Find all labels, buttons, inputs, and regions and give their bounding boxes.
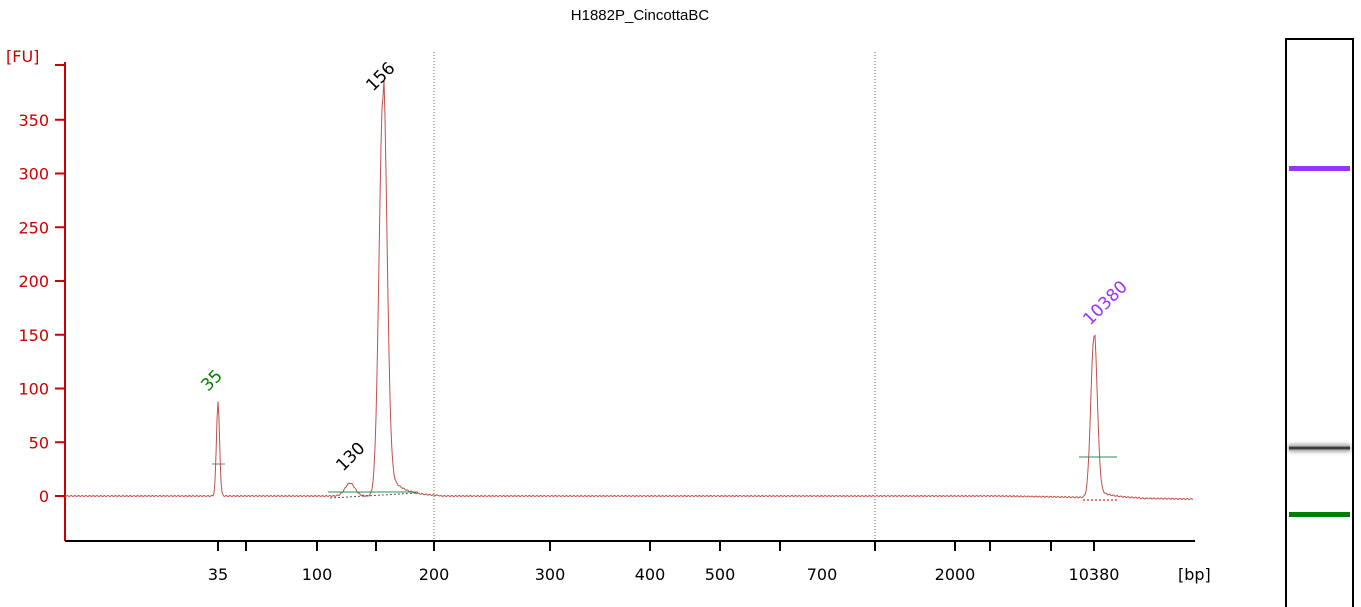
peak-label: 130 bbox=[332, 438, 369, 475]
y-tick-label: 50 bbox=[29, 433, 49, 452]
y-axis-label: [FU] bbox=[6, 47, 39, 66]
baseline-dashed bbox=[329, 492, 419, 499]
x-tick-label: 700 bbox=[807, 565, 838, 584]
virtual-gel-lane bbox=[1285, 38, 1354, 607]
chart-title: H1882P_CincottaBC bbox=[571, 7, 710, 24]
x-tick-label: 100 bbox=[302, 565, 333, 584]
gel-band bbox=[1289, 445, 1350, 451]
x-tick-label: 200 bbox=[419, 565, 450, 584]
x-tick-label: 400 bbox=[635, 565, 666, 584]
peak-label: 10380 bbox=[1079, 277, 1131, 329]
x-tick-label: 10380 bbox=[1069, 565, 1120, 584]
trace-line bbox=[64, 79, 1194, 501]
x-tick-label: 2000 bbox=[935, 565, 976, 584]
peak-label: 156 bbox=[362, 58, 399, 95]
x-tick-label: 35 bbox=[208, 565, 228, 584]
y-tick-label: 150 bbox=[18, 326, 49, 345]
peak-label: 35 bbox=[197, 366, 226, 395]
y-tick-label: 250 bbox=[18, 218, 49, 237]
y-tick-label: 200 bbox=[18, 272, 49, 291]
x-axis-label: [bp] bbox=[1178, 565, 1211, 584]
y-tick-label: 100 bbox=[18, 380, 49, 399]
y-tick-label: 0 bbox=[39, 487, 49, 506]
y-tick-label: 300 bbox=[18, 165, 49, 184]
electropherogram-chart: H1882P_CincottaBC [FU] [bp] 0 50 100 150 200… bbox=[6, 7, 1211, 584]
x-tick-label: 300 bbox=[535, 565, 566, 584]
x-tick-label: 500 bbox=[705, 565, 736, 584]
y-tick-label: 350 bbox=[18, 111, 49, 130]
gel-band bbox=[1289, 166, 1350, 171]
gel-band bbox=[1289, 512, 1350, 517]
